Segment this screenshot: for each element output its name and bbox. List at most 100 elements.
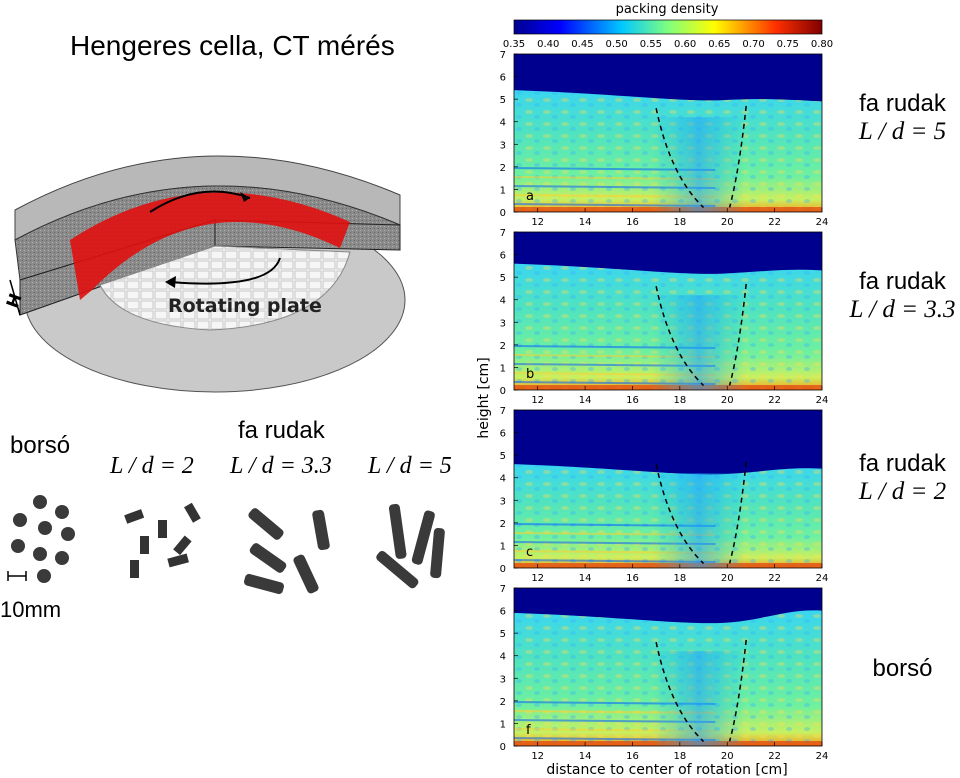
x-tick-label: 16 bbox=[626, 395, 639, 406]
x-tick-label: 14 bbox=[579, 217, 592, 228]
shear-boundary-right bbox=[728, 105, 747, 208]
y-tick-label: 4 bbox=[500, 118, 506, 129]
x-tick-label: 24 bbox=[816, 751, 829, 762]
shear-band bbox=[651, 295, 747, 390]
rotation-arrow-bottom bbox=[169, 257, 281, 285]
panel-label-f: borsó bbox=[845, 655, 960, 683]
y-tick-label: 4 bbox=[500, 652, 506, 663]
x-tick-label: 20 bbox=[721, 573, 734, 584]
panel-frame bbox=[513, 231, 823, 391]
x-tick-label: 22 bbox=[768, 395, 781, 406]
y-tick-label: 6 bbox=[500, 251, 506, 262]
colorbar-tick-label: 0.75 bbox=[777, 39, 799, 50]
ratio-label: L / d = 3.3 bbox=[849, 296, 956, 323]
height-marker bbox=[9, 279, 21, 316]
y-tick-label: 2 bbox=[500, 163, 506, 174]
panel-letter: c bbox=[526, 545, 533, 560]
panel-frame bbox=[513, 587, 823, 747]
y-tick-label: 7 bbox=[500, 584, 506, 595]
y-tick-label: 5 bbox=[500, 451, 506, 462]
material-label: borsó bbox=[872, 655, 933, 682]
x-tick-label: 20 bbox=[721, 751, 734, 762]
x-tick-label: 22 bbox=[768, 573, 781, 584]
x-tick-label: 16 bbox=[626, 573, 639, 584]
shear-boundary-right bbox=[728, 283, 747, 386]
ratio-2-label: L / d = 2 bbox=[110, 453, 194, 479]
pea-samples bbox=[11, 495, 75, 583]
material-label: fa rudak bbox=[859, 450, 946, 477]
y-tick-label: 4 bbox=[500, 474, 506, 485]
rotation-arrow-top bbox=[149, 190, 251, 213]
x-tick-label: 12 bbox=[531, 395, 544, 406]
apparatus-drawing: Rotating plate H bbox=[3, 155, 406, 393]
x-tick-label: 18 bbox=[673, 573, 686, 584]
panel-letter: b bbox=[526, 367, 534, 382]
colorbar-tick-label: 0.55 bbox=[640, 39, 662, 50]
shear-zone bbox=[70, 192, 350, 300]
shear-boundary-left bbox=[655, 108, 705, 209]
colorbar-tick-label: 0.45 bbox=[571, 39, 593, 50]
material-label: fa rudak bbox=[859, 268, 946, 295]
y-tick-label: 6 bbox=[500, 429, 506, 440]
page-title: Hengeres cella, CT mérés bbox=[70, 30, 395, 61]
shear-band bbox=[651, 117, 747, 212]
rotating-plate-area bbox=[99, 245, 351, 331]
y-tick-label: 3 bbox=[500, 318, 506, 329]
x-tick-label: 14 bbox=[579, 751, 592, 762]
panel-frame bbox=[513, 53, 823, 213]
y-tick-label: 2 bbox=[500, 697, 506, 708]
y-tick-label: 5 bbox=[500, 273, 506, 284]
y-tick-label: 3 bbox=[500, 674, 506, 685]
height-label: H bbox=[3, 291, 27, 311]
colorbar-title: packing density bbox=[616, 2, 719, 17]
rods-ld2 bbox=[124, 502, 201, 578]
x-tick-label: 22 bbox=[768, 217, 781, 228]
y-tick-label: 7 bbox=[500, 228, 506, 239]
shear-boundary-left bbox=[655, 286, 705, 387]
ratio-5-label: L / d = 5 bbox=[368, 453, 452, 479]
shear-band bbox=[651, 473, 747, 568]
packing-density-figure: packing density 0.35 0.40 0.45 0.50 0.55 0.60… bbox=[476, 2, 833, 778]
x-tick-label: 22 bbox=[768, 751, 781, 762]
colorbar-tick-label: 0.65 bbox=[708, 39, 730, 50]
material-label: fa rudak bbox=[859, 90, 946, 117]
y-tick-label: 0 bbox=[500, 386, 506, 397]
x-tick-label: 12 bbox=[531, 573, 544, 584]
y-tick-label: 1 bbox=[500, 363, 506, 374]
x-tick-label: 24 bbox=[816, 217, 829, 228]
x-tick-label: 18 bbox=[673, 751, 686, 762]
y-axis-label: height [cm] bbox=[476, 357, 492, 438]
ratio-3-3-label: L / d = 3.3 bbox=[230, 453, 332, 479]
colorbar-tick-label: 0.40 bbox=[537, 39, 559, 50]
y-tick-label: 7 bbox=[500, 406, 506, 417]
x-tick-label: 14 bbox=[579, 395, 592, 406]
colorbar-tick-label: 0.80 bbox=[811, 39, 833, 50]
shear-boundary-left bbox=[655, 464, 705, 565]
rods-ld5 bbox=[376, 503, 445, 589]
rods-label: fa rudak bbox=[238, 417, 325, 444]
x-tick-label: 20 bbox=[721, 217, 734, 228]
panel-label-c: fa rudak L / d = 2 bbox=[845, 450, 960, 506]
x-tick-label: 24 bbox=[816, 573, 829, 584]
y-tick-label: 2 bbox=[500, 519, 506, 530]
rods-ld33 bbox=[244, 508, 330, 595]
panel-frame bbox=[513, 409, 823, 569]
y-tick-label: 6 bbox=[500, 73, 506, 84]
colorbar bbox=[513, 19, 823, 35]
y-tick-label: 3 bbox=[500, 496, 506, 507]
y-tick-label: 3 bbox=[500, 140, 506, 151]
panel-label-a: fa rudak L / d = 5 bbox=[845, 90, 960, 146]
colorbar-tick-label: 0.70 bbox=[742, 39, 764, 50]
x-tick-label: 12 bbox=[531, 217, 544, 228]
x-axis-label: distance to center of rotation [cm] bbox=[546, 762, 787, 778]
colorbar-tick-label: 0.50 bbox=[606, 39, 628, 50]
x-tick-label: 16 bbox=[626, 751, 639, 762]
x-tick-label: 12 bbox=[531, 751, 544, 762]
y-tick-label: 0 bbox=[500, 742, 506, 753]
scale-bar bbox=[7, 571, 27, 581]
sample-photos bbox=[7, 495, 445, 595]
y-tick-label: 1 bbox=[500, 719, 506, 730]
